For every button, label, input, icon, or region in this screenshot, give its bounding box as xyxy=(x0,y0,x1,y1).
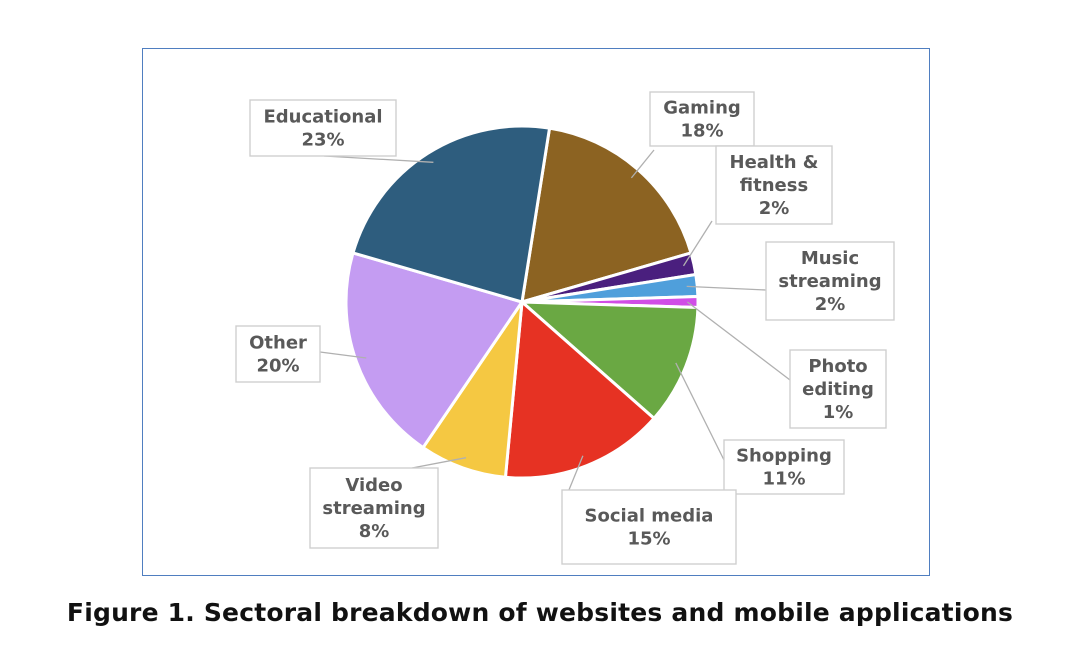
data-label-name: Music xyxy=(801,248,859,269)
leader-line xyxy=(411,457,467,469)
label-box xyxy=(249,99,397,157)
label-box xyxy=(715,145,833,225)
data-label-value: 20% xyxy=(256,356,299,377)
data-label-name: Video xyxy=(345,475,402,496)
label-box xyxy=(723,439,845,495)
data-label-name: fitness xyxy=(740,175,808,196)
label-box xyxy=(561,489,737,565)
leader-line xyxy=(630,149,655,179)
data-label-name: Photo xyxy=(808,356,867,377)
pie-slice-shopping xyxy=(520,300,700,420)
pie-slices xyxy=(344,124,700,480)
data-label-name: Social media xyxy=(585,506,714,527)
data-label-name: Shopping xyxy=(736,446,832,467)
data-label-name: Health & xyxy=(730,152,819,173)
label-box xyxy=(789,349,887,429)
data-label-value: 8% xyxy=(359,521,390,542)
leader-line xyxy=(682,220,713,267)
leader-line xyxy=(686,285,767,291)
pie-slice-social-media xyxy=(503,300,656,480)
data-label-name: streaming xyxy=(778,271,881,292)
data-label-name: streaming xyxy=(322,498,425,519)
data-label-value: 15% xyxy=(627,529,670,550)
label-box xyxy=(649,91,755,147)
label-box xyxy=(235,325,321,383)
label-box xyxy=(309,467,439,549)
data-label-name: Other xyxy=(249,333,307,354)
pie-slice-educational xyxy=(351,124,552,304)
leader-line xyxy=(687,301,791,381)
data-label-value: 23% xyxy=(301,130,344,151)
pie-slice-video-streaming xyxy=(421,300,524,479)
leader-line xyxy=(323,155,434,163)
figure-caption: Figure 1. Sectoral breakdown of websites… xyxy=(66,598,1014,627)
data-label-name: editing xyxy=(802,379,874,400)
data-label-name: Gaming xyxy=(663,98,741,119)
data-label-value: 1% xyxy=(823,402,854,423)
chart-frame xyxy=(142,48,930,576)
data-label-name: Educational xyxy=(263,107,382,128)
leader-line xyxy=(319,351,367,359)
data-label-value: 18% xyxy=(680,121,723,142)
data-label-value: 2% xyxy=(815,294,846,315)
label-box xyxy=(765,241,895,321)
data-label-value: 11% xyxy=(762,469,805,490)
leader-line xyxy=(675,362,725,461)
data-label-value: 2% xyxy=(759,198,790,219)
pie-slice-other xyxy=(344,251,524,450)
leader-lines xyxy=(319,149,791,508)
